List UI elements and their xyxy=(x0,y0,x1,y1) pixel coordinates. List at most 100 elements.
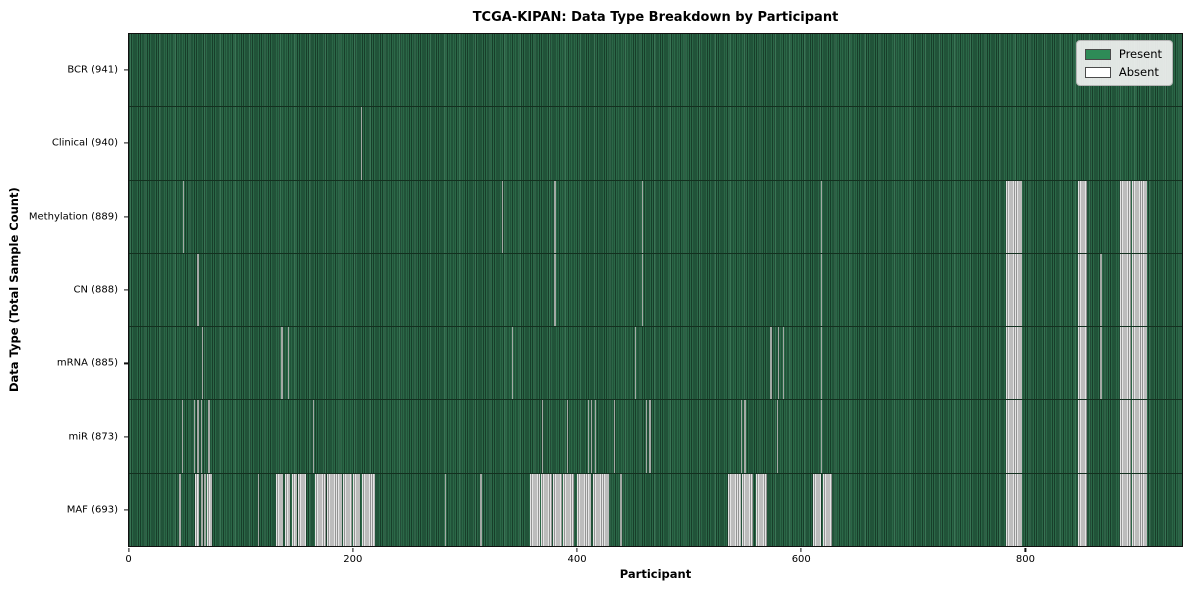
absent-stripe xyxy=(1006,473,1022,546)
absent-stripe xyxy=(822,473,832,546)
absent-stripe xyxy=(501,180,503,253)
absent-stripe xyxy=(641,253,643,327)
y-tick xyxy=(124,436,128,438)
absent-stripe xyxy=(776,400,779,473)
absent-stripe xyxy=(820,253,822,327)
absent-stripe xyxy=(566,400,568,473)
absent-stripe xyxy=(645,400,648,473)
heatmap-row-mrna xyxy=(129,326,1182,400)
x-tick-label-0: 0 xyxy=(125,554,132,565)
absent-stripe xyxy=(741,400,743,473)
y-tick-label-cn: CN (888) xyxy=(73,284,118,296)
absent-stripe xyxy=(1120,253,1131,327)
y-axis: BCR (941) Clinical (940) Methylation (889)… xyxy=(0,33,128,547)
absent-stripe xyxy=(1100,327,1102,400)
absent-stripe xyxy=(820,180,822,253)
absent-stripe xyxy=(553,473,563,546)
absent-stripe xyxy=(1006,180,1022,253)
absent-stripe xyxy=(541,400,544,473)
absent-stripe xyxy=(594,400,596,473)
absent-stripe xyxy=(742,473,754,546)
legend-absent-label: Absent xyxy=(1118,65,1159,79)
absent-stripe xyxy=(195,473,200,546)
x-tick xyxy=(800,547,802,552)
legend-entry-absent: Absent xyxy=(1084,65,1162,79)
absent-stripe xyxy=(193,400,196,473)
absent-stripe xyxy=(1120,400,1131,473)
absent-stripe xyxy=(1077,327,1087,400)
x-axis-label: Participant xyxy=(619,567,692,581)
legend-present-swatch xyxy=(1084,48,1111,60)
x-tick xyxy=(127,547,130,552)
heatmap-row-maf xyxy=(129,472,1182,546)
heatmap-row-cn xyxy=(129,252,1182,327)
absent-stripe xyxy=(1077,180,1087,253)
absent-stripe xyxy=(820,327,822,400)
absent-stripe xyxy=(587,400,590,473)
y-tick xyxy=(124,69,128,71)
legend-absent-swatch xyxy=(1084,66,1111,78)
heatmap-row-clinical xyxy=(129,106,1182,180)
absent-stripe xyxy=(1131,327,1148,400)
absent-stripe xyxy=(360,107,362,180)
absent-stripe xyxy=(613,400,615,473)
y-tick-label-clinical: Clinical (940) xyxy=(51,137,118,149)
absent-stripe xyxy=(284,473,291,546)
absent-stripe xyxy=(314,473,326,546)
absent-stripe xyxy=(554,180,556,253)
absent-stripe xyxy=(649,400,651,473)
y-tick-label-methylation: Methylation (889) xyxy=(28,211,118,223)
y-tick-label-mir: miR (873) xyxy=(68,431,118,443)
y-tick xyxy=(124,142,128,144)
absent-stripe xyxy=(1100,253,1102,327)
absent-stripe xyxy=(201,327,204,400)
absent-stripe xyxy=(297,473,306,546)
absent-stripe xyxy=(480,473,482,546)
absent-stripe xyxy=(352,473,360,546)
legend-entry-present: Present xyxy=(1084,47,1162,61)
y-tick xyxy=(124,509,128,511)
x-tick xyxy=(1024,547,1027,552)
absent-stripe xyxy=(257,473,260,546)
absent-stripe xyxy=(197,253,200,327)
x-tick-label-600: 600 xyxy=(791,554,811,565)
absent-stripe xyxy=(755,473,767,546)
absent-stripe xyxy=(1006,327,1022,400)
absent-stripe xyxy=(727,473,742,546)
y-tick xyxy=(124,215,128,218)
heatmap-row-methylation xyxy=(129,179,1182,253)
x-tick-label-200: 200 xyxy=(343,554,363,565)
y-tick-label-maf: MAF (693) xyxy=(66,504,118,516)
y-tick-label-mrna: mRNA (885) xyxy=(56,357,118,369)
legend: Present Absent xyxy=(1075,40,1173,86)
absent-stripe xyxy=(591,400,593,473)
absent-stripe xyxy=(634,327,637,400)
absent-stripe xyxy=(197,400,199,473)
absent-stripe xyxy=(778,327,780,400)
absent-stripe xyxy=(200,473,203,546)
y-tick xyxy=(124,289,128,291)
absent-stripe xyxy=(1131,400,1148,473)
absent-stripe xyxy=(179,473,181,546)
absent-stripe xyxy=(1077,400,1087,473)
legend-present-label: Present xyxy=(1118,47,1162,61)
absent-stripe xyxy=(1120,327,1131,400)
absent-stripe xyxy=(1077,253,1087,327)
absent-stripe xyxy=(181,400,183,473)
absent-stripe xyxy=(292,473,297,546)
absent-stripe xyxy=(1131,180,1148,253)
absent-stripe xyxy=(208,400,210,473)
absent-stripe xyxy=(1006,400,1022,473)
absent-stripe xyxy=(620,473,622,546)
absent-stripe xyxy=(1120,473,1131,546)
x-axis: 0 200 400 600 800 xyxy=(125,547,1183,583)
absent-stripe xyxy=(511,327,514,400)
absent-stripe xyxy=(444,473,446,546)
x-tick xyxy=(576,547,578,552)
y-tick-label-bcr: BCR (941) xyxy=(67,64,118,76)
absent-stripe xyxy=(744,400,746,473)
heatmap-rows xyxy=(129,34,1182,546)
absent-stripe xyxy=(563,473,575,546)
absent-stripe xyxy=(1131,253,1148,327)
